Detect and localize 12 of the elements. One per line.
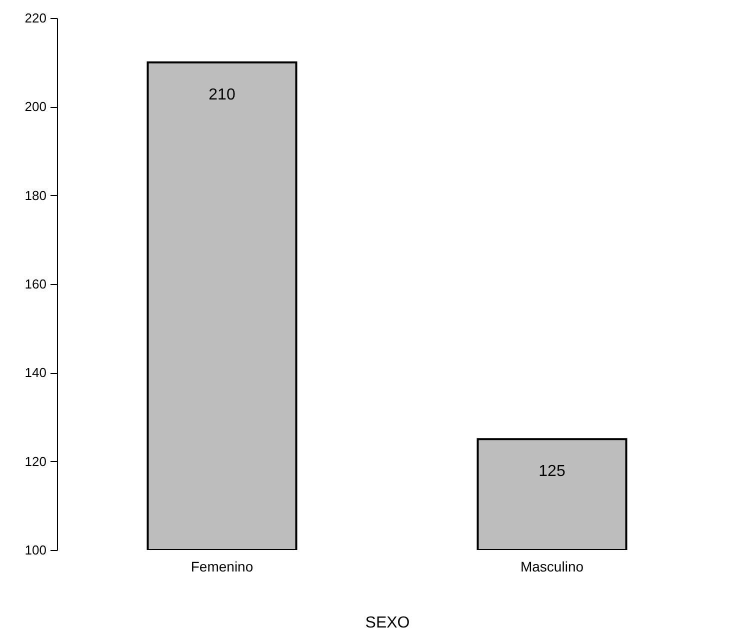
data-label: 210 [208, 86, 236, 104]
y-tick-label: 100 [24, 542, 46, 558]
y-tick-label: 220 [24, 10, 46, 26]
y-tick-label: 160 [24, 276, 46, 292]
y-tick-label: 180 [24, 188, 46, 203]
y-tick-label: 140 [24, 365, 46, 380]
y-tick-label: 120 [24, 454, 46, 469]
y-tick-label: 200 [24, 99, 46, 114]
data-label: 125 [538, 463, 566, 480]
x-tick-label: Masculino [520, 558, 584, 574]
x-tick-label: Femenino [190, 558, 254, 574]
x-axis-title: SEXO [365, 614, 410, 632]
